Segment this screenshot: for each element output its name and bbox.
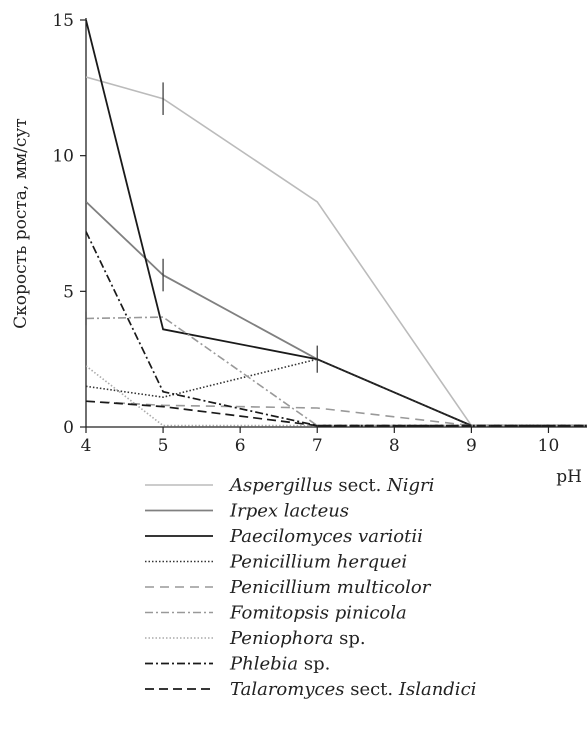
legend-label-part: Phlebia [229, 654, 298, 675]
legend-label-part: sp. [298, 654, 330, 675]
legend-label-part: Talaromyces [230, 679, 344, 700]
legend-label-part: sect. [333, 475, 387, 496]
x-tick-label: 5 [158, 436, 169, 456]
legend-label-part: Paecilomyces variotii [229, 526, 423, 547]
x-tick-label: 6 [235, 436, 246, 456]
legend-label: Penicillium multicolor [229, 577, 432, 598]
legend-label: Irpex lacteus [229, 501, 349, 522]
legend-label-part: Nigri [386, 475, 434, 496]
x-tick-label: 8 [389, 436, 400, 456]
legend-label-part: Penicillium multicolor [229, 577, 432, 598]
chart-legend: Aspergillus sect. Nigri Irpex lacteus Paec… [145, 475, 476, 700]
x-tick-label: 4 [81, 436, 92, 456]
series-line [86, 316, 587, 427]
series-line [86, 76, 587, 427]
series-line [86, 365, 587, 427]
legend-label-part: Fomitopsis pinicola [229, 603, 407, 624]
legend-label-part: sect. [344, 679, 398, 700]
legend-label: Fomitopsis pinicola [229, 603, 407, 624]
x-tick-label: 9 [466, 436, 477, 456]
legend-label-part: Irpex lacteus [229, 501, 349, 522]
series-line [86, 19, 587, 427]
legend-label: Penicillium herquei [229, 552, 407, 573]
y-tick-label: 10 [52, 147, 74, 167]
legend-label-part: Penicillium herquei [229, 552, 407, 573]
series-line [86, 358, 587, 427]
legend-label-part: Islandici [398, 679, 477, 700]
x-tick-label: 7 [312, 436, 323, 456]
series-line [86, 400, 587, 427]
x-tick-label: 10 [538, 436, 560, 456]
y-tick-label: 5 [63, 282, 74, 302]
legend-label: Aspergillus sect. Nigri [228, 475, 434, 496]
chart-axes: 4 5 6 7 8 9 10 0 5 10 15 pH Скорость роста, мм/сут [11, 11, 587, 487]
chart-series [85, 19, 587, 427]
legend-label: Paecilomyces variotii [229, 526, 423, 547]
x-axis-label: pH [556, 467, 582, 487]
legend-label: Phlebia sp. [229, 654, 330, 675]
y-tick-label: 0 [63, 418, 74, 438]
series-line [86, 400, 587, 427]
y-tick-label: 15 [52, 11, 74, 31]
y-axis-label: Скорость роста, мм/сут [11, 118, 31, 329]
series-line [86, 201, 587, 427]
legend-label-part: Aspergillus [228, 475, 333, 496]
legend-label-part: sp. [333, 628, 365, 649]
legend-label: Peniophora sp. [229, 628, 366, 649]
legend-label: Talaromyces sect. Islandici [230, 679, 476, 700]
series-line [86, 231, 587, 427]
legend-label-part: Peniophora [229, 628, 333, 649]
